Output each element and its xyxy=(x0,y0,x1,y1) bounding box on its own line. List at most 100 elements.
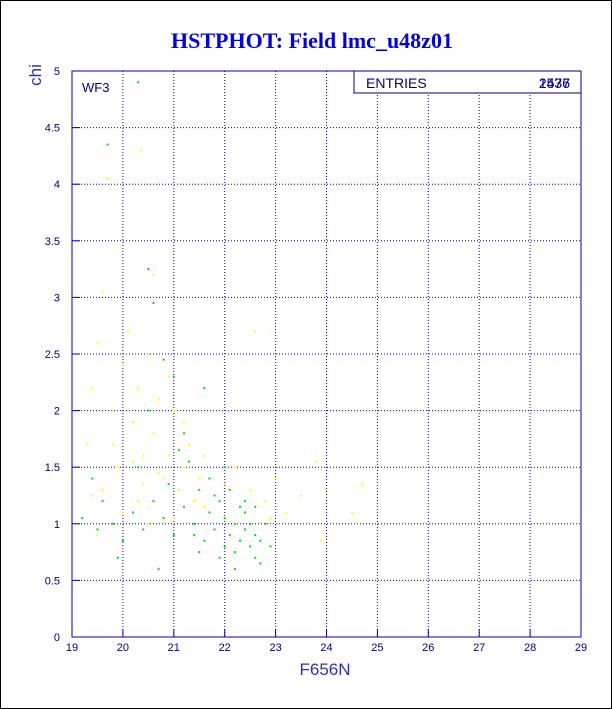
x-tick-label: 25 xyxy=(371,642,383,654)
point xyxy=(198,551,201,554)
point xyxy=(167,375,170,378)
point xyxy=(139,149,142,152)
point xyxy=(116,466,119,469)
point xyxy=(147,522,150,525)
point xyxy=(249,545,252,548)
point xyxy=(167,454,170,457)
point xyxy=(111,522,114,525)
point xyxy=(101,488,104,491)
point xyxy=(188,460,191,463)
point xyxy=(121,364,124,367)
point xyxy=(157,398,160,401)
point xyxy=(254,534,257,537)
y-tick-label: 1.5 xyxy=(45,462,60,474)
point xyxy=(223,466,226,469)
point xyxy=(218,556,221,559)
point xyxy=(244,528,247,531)
point xyxy=(137,81,140,84)
x-tick-label: 27 xyxy=(473,642,485,654)
x-tick-label: 23 xyxy=(269,642,281,654)
point xyxy=(300,494,303,497)
point xyxy=(213,494,216,497)
point xyxy=(106,143,109,146)
point xyxy=(203,539,206,542)
point xyxy=(208,511,211,514)
point xyxy=(233,522,236,525)
point xyxy=(172,409,175,412)
point xyxy=(254,330,257,333)
point xyxy=(132,460,135,463)
point xyxy=(233,551,236,554)
point xyxy=(264,500,267,503)
point xyxy=(96,534,99,537)
point xyxy=(254,556,257,559)
point xyxy=(249,488,252,491)
point xyxy=(96,528,99,531)
point xyxy=(228,534,231,537)
stats-value: 1576 xyxy=(539,75,570,91)
point xyxy=(152,432,155,435)
x-tick-label: 19 xyxy=(66,642,78,654)
point xyxy=(274,477,277,480)
point xyxy=(167,483,170,486)
point xyxy=(96,341,99,344)
point xyxy=(193,500,196,503)
point xyxy=(152,500,155,503)
point xyxy=(254,505,257,508)
point xyxy=(132,511,135,514)
point xyxy=(320,539,323,542)
x-tick-label: 22 xyxy=(219,642,231,654)
point xyxy=(162,358,165,361)
point xyxy=(142,528,145,531)
point xyxy=(238,505,241,508)
point xyxy=(142,454,145,457)
chart-title: HSTPHOT: Field lmc_u48z01 xyxy=(171,28,453,53)
point xyxy=(361,483,364,486)
point xyxy=(198,488,201,491)
y-tick-label: 3 xyxy=(54,292,60,304)
point xyxy=(162,477,165,480)
point xyxy=(315,460,318,463)
point xyxy=(121,539,124,542)
point xyxy=(213,528,216,531)
point xyxy=(182,420,185,423)
point xyxy=(147,409,150,412)
point xyxy=(284,511,287,514)
point xyxy=(91,477,94,480)
point xyxy=(91,494,94,497)
point xyxy=(325,488,328,491)
point xyxy=(269,545,272,548)
point xyxy=(182,505,185,508)
point xyxy=(172,534,175,537)
y-tick-label: 1 xyxy=(54,519,60,531)
y-tick-label: 5 xyxy=(54,66,60,78)
point xyxy=(182,466,185,469)
point xyxy=(147,353,150,355)
x-tick-label: 28 xyxy=(524,642,536,654)
point xyxy=(177,449,180,452)
point xyxy=(157,471,160,474)
y-tick-label: 4 xyxy=(54,179,60,191)
point xyxy=(147,268,150,271)
point xyxy=(249,522,252,525)
stats-label: ENTRIES xyxy=(366,75,427,91)
y-tick-label: 2 xyxy=(54,406,60,418)
point xyxy=(188,443,191,446)
x-tick-label: 26 xyxy=(422,642,434,654)
point xyxy=(111,409,114,412)
x-tick-label: 24 xyxy=(320,642,332,654)
y-tick-label: 2.5 xyxy=(45,349,60,361)
point xyxy=(116,556,119,559)
point xyxy=(106,177,109,180)
stats-value: 2437 xyxy=(539,75,570,91)
point xyxy=(244,500,247,503)
x-tick-label: 20 xyxy=(117,642,129,654)
stats-box xyxy=(353,70,582,94)
y-tick-label: 0 xyxy=(54,632,60,644)
point xyxy=(233,466,236,469)
annotation: WF3 xyxy=(82,80,109,95)
y-axis-label: chi xyxy=(26,64,45,86)
point xyxy=(193,522,196,525)
point xyxy=(152,273,155,276)
point xyxy=(203,505,206,508)
